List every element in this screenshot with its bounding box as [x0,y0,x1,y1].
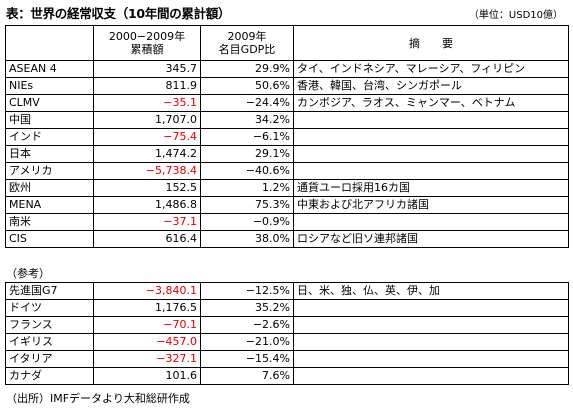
header-region [5,25,94,61]
gdp-ratio-cell: −12.5% [200,282,294,300]
region-cell: アメリカ [5,162,94,180]
table-row: 日本 1,474.2 29.1% [5,145,569,163]
gdp-ratio-cell: −2.6% [200,316,294,334]
gdp-ratio-cell: 50.6% [200,77,294,95]
table-row: フランス −70.1 −2.6% [5,316,569,334]
note-cell [293,213,569,231]
cumulative-cell: −5,738.4 [93,162,201,180]
source-note: （出所）IMFデータより大和総研作成 [6,392,190,405]
region-cell: CLMV [5,94,94,112]
table-row: 南米 −37.1 −0.9% [5,213,569,231]
cumulative-cell: −457.0 [93,333,201,351]
table-row: イギリス −457.0 −21.0% [5,333,569,351]
gdp-ratio-cell: 1.2% [200,179,294,197]
region-cell: 南米 [5,213,94,231]
cumulative-cell: −75.4 [93,128,201,146]
table-row: 欧州 152.5 1.2% 通貨ユーロ採用16カ国 [5,179,569,197]
page-title: 表：世界の経常収支（10年間の累計額） [6,6,231,21]
table-row: CIS 616.4 38.0% ロシアなど旧ソ連邦諸国 [5,230,569,248]
cumulative-cell: −35.1 [93,94,201,112]
note-cell: 通貨ユーロ採用16カ国 [293,179,569,197]
table-row: ASEAN 4 345.7 29.9% タイ、インドネシア、マレーシア、フィリピン [5,60,569,78]
table-row: イタリア −327.1 −15.4% [5,350,569,368]
note-cell [293,162,569,180]
note-cell: 香港、韓国、台湾、シンガポール [293,77,569,95]
note-cell: 中東および北アフリカ諸国 [293,196,569,214]
region-cell: 先進国G7 [5,282,94,300]
cumulative-cell: 1,707.0 [93,111,201,129]
region-cell: イタリア [5,350,94,368]
gdp-ratio-cell: −24.4% [200,94,294,112]
header-row: 2000−2009年 累積額 2009年 名目GDP比 摘 要 [5,25,569,61]
table-row: NIEs 811.9 50.6% 香港、韓国、台湾、シンガポール [5,77,569,95]
gdp-ratio-cell: −0.9% [200,213,294,231]
region-cell: 中国 [5,111,94,129]
note-cell [293,299,569,317]
gdp-ratio-cell: 29.9% [200,60,294,78]
table-row: 先進国G7 −3,840.1 −12.5% 日、米、独、仏、英、伊、加 [5,282,569,300]
table-row: インド −75.4 −6.1% [5,128,569,146]
gdp-ratio-cell: 38.0% [200,230,294,248]
reference-table: 先進国G7 −3,840.1 −12.5% 日、米、独、仏、英、伊、加 ドイツ 1,176… [5,282,569,385]
note-cell [293,333,569,351]
cumulative-cell: 152.5 [93,179,201,197]
gdp-ratio-cell: 29.1% [200,145,294,163]
region-cell: MENA [5,196,94,214]
cumulative-cell: 101.6 [93,367,201,385]
cumulative-cell: 1,474.2 [93,145,201,163]
cumulative-cell: 345.7 [93,60,201,78]
note-cell: ロシアなど旧ソ連邦諸国 [293,230,569,248]
gdp-ratio-cell: −21.0% [200,333,294,351]
region-cell: 日本 [5,145,94,163]
region-cell: インド [5,128,94,146]
region-cell: カナダ [5,367,94,385]
cumulative-cell: 1,176.5 [93,299,201,317]
current-account-table: 2000−2009年 累積額 2009年 名目GDP比 摘 要 ASEAN 4 345… [5,25,569,248]
note-cell [293,128,569,146]
header-cumulative: 2000−2009年 累積額 [93,25,201,61]
region-cell: ドイツ [5,299,94,317]
table-row: カナダ 101.6 7.6% [5,367,569,385]
unit-label: （単位：USD10億） [468,10,563,21]
note-cell: カンボジア、ラオス、ミャンマー、ベトナム [293,94,569,112]
cumulative-cell: 616.4 [93,230,201,248]
cumulative-cell: −327.1 [93,350,201,368]
cumulative-cell: −70.1 [93,316,201,334]
cumulative-cell: 811.9 [93,77,201,95]
note-cell [293,367,569,385]
gdp-ratio-cell: 35.2% [200,299,294,317]
reference-table-body: 先進国G7 −3,840.1 −12.5% 日、米、独、仏、英、伊、加 ドイツ 1,176… [5,282,569,385]
note-cell [293,316,569,334]
region-cell: 欧州 [5,179,94,197]
table-row: ドイツ 1,176.5 35.2% [5,299,569,317]
header-note: 摘 要 [293,25,569,61]
table-body: 2000−2009年 累積額 2009年 名目GDP比 摘 要 ASEAN 4 345… [5,25,569,248]
region-cell: フランス [5,316,94,334]
gdp-ratio-cell: 34.2% [200,111,294,129]
table-row: 中国 1,707.0 34.2% [5,111,569,129]
note-cell [293,145,569,163]
gdp-ratio-cell: −15.4% [200,350,294,368]
table-row: アメリカ −5,738.4 −40.6% [5,162,569,180]
gdp-ratio-cell: −40.6% [200,162,294,180]
region-cell: イギリス [5,333,94,351]
region-cell: CIS [5,230,94,248]
note-cell [293,111,569,129]
cumulative-cell: −37.1 [93,213,201,231]
region-cell: ASEAN 4 [5,60,94,78]
gdp-ratio-cell: −6.1% [200,128,294,146]
note-cell [293,350,569,368]
cumulative-cell: 1,486.8 [93,196,201,214]
reference-label: （参考） [6,267,50,280]
note-cell: 日、米、独、仏、英、伊、加 [293,282,569,300]
header-gdp-ratio: 2009年 名目GDP比 [200,25,294,61]
gdp-ratio-cell: 7.6% [200,367,294,385]
region-cell: NIEs [5,77,94,95]
table-row: MENA 1,486.8 75.3% 中東および北アフリカ諸国 [5,196,569,214]
gdp-ratio-cell: 75.3% [200,196,294,214]
cumulative-cell: −3,840.1 [93,282,201,300]
note-cell: タイ、インドネシア、マレーシア、フィリピン [293,60,569,78]
table-row: CLMV −35.1 −24.4% カンボジア、ラオス、ミャンマー、ベトナム [5,94,569,112]
